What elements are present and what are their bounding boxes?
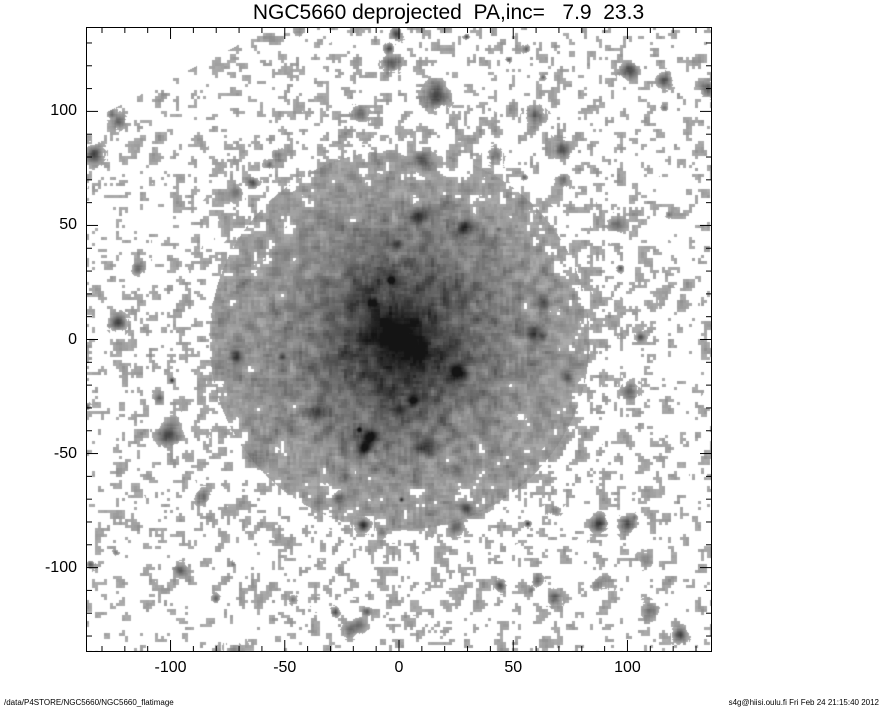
y-tick-label: -50 bbox=[53, 444, 77, 462]
y-tick-label: 0 bbox=[68, 330, 77, 348]
footer-path: /data/P4STORE/NGC5660/NGC5660_flatimage bbox=[4, 698, 174, 707]
plot-frame bbox=[86, 27, 712, 652]
y-tick-label: -100 bbox=[44, 558, 77, 576]
x-tick-label: 100 bbox=[614, 659, 641, 676]
x-tick-label: -100 bbox=[154, 659, 187, 676]
plot-area bbox=[86, 27, 712, 652]
y-tick-label: 100 bbox=[50, 102, 77, 120]
axes-frame bbox=[86, 27, 712, 652]
footer-user-date: s4g@hiisi.oulu.fi Fri Feb 24 21:15:40 20… bbox=[728, 698, 879, 707]
x-tick-label: -50 bbox=[273, 659, 297, 676]
y-tick-label: 50 bbox=[59, 216, 77, 234]
x-tick-label: 50 bbox=[504, 659, 523, 676]
chart-title: NGC5660 deprojected PA,inc= 7.9 23.3 bbox=[252, 1, 645, 24]
galaxy-image bbox=[86, 27, 712, 652]
x-tick-label: 0 bbox=[394, 659, 404, 676]
